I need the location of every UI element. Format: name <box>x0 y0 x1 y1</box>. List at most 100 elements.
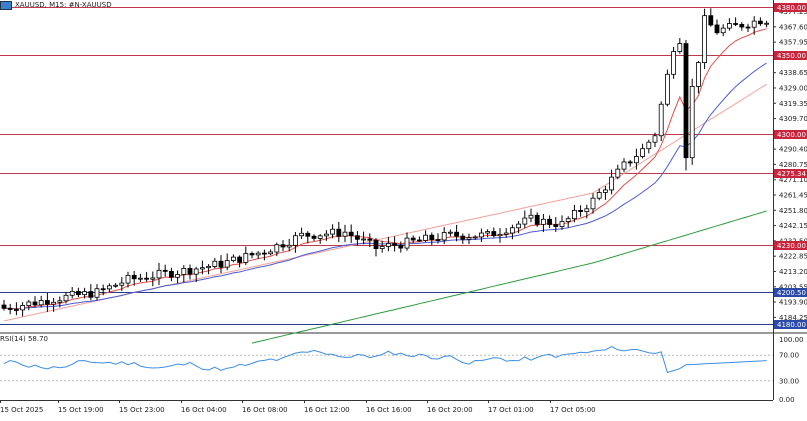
candle[interactable] <box>472 235 478 240</box>
candle[interactable] <box>274 242 280 257</box>
candle[interactable] <box>447 229 453 237</box>
candle[interactable] <box>609 169 614 195</box>
candle[interactable] <box>454 224 460 242</box>
candle[interactable] <box>175 270 181 284</box>
candle[interactable] <box>398 241 404 253</box>
candle[interactable] <box>26 299 32 311</box>
candle[interactable] <box>69 286 75 299</box>
candle[interactable] <box>410 235 416 243</box>
candle[interactable] <box>330 224 336 239</box>
candle[interactable] <box>125 271 131 288</box>
candle[interactable] <box>658 101 664 142</box>
candle[interactable] <box>423 230 429 243</box>
candle[interactable] <box>137 273 143 283</box>
candle[interactable] <box>578 205 583 217</box>
candle[interactable] <box>584 204 590 219</box>
candle[interactable] <box>764 20 769 28</box>
candle[interactable] <box>627 160 633 167</box>
candle[interactable] <box>7 303 13 315</box>
candle[interactable] <box>466 233 472 245</box>
candle[interactable] <box>57 296 63 308</box>
candle[interactable] <box>751 16 757 35</box>
candle[interactable] <box>243 246 249 265</box>
candle[interactable] <box>441 227 447 245</box>
candle[interactable] <box>385 236 391 252</box>
candle[interactable] <box>758 17 763 26</box>
candle[interactable] <box>392 236 398 252</box>
candle[interactable] <box>640 143 645 159</box>
candle[interactable] <box>299 227 305 239</box>
candle[interactable] <box>286 238 292 252</box>
candle[interactable] <box>720 24 726 37</box>
candle[interactable] <box>565 216 571 228</box>
candle[interactable] <box>603 185 608 200</box>
rsi-pane[interactable] <box>0 346 773 401</box>
candle[interactable] <box>503 228 509 238</box>
candle[interactable] <box>218 255 224 274</box>
candle[interactable] <box>45 292 50 312</box>
candle[interactable] <box>181 265 187 283</box>
candle[interactable] <box>596 188 602 201</box>
candle[interactable] <box>113 283 118 288</box>
candle[interactable] <box>249 251 255 259</box>
candle[interactable] <box>199 260 205 275</box>
candle[interactable] <box>652 132 658 148</box>
candle[interactable] <box>696 61 701 94</box>
candle[interactable] <box>572 204 577 223</box>
candle[interactable] <box>379 240 385 253</box>
candle[interactable] <box>590 193 596 214</box>
candle[interactable] <box>206 264 212 275</box>
candle[interactable] <box>708 8 714 27</box>
candle[interactable] <box>559 215 565 230</box>
candle[interactable] <box>739 22 745 31</box>
candle[interactable] <box>187 264 193 280</box>
candle[interactable] <box>460 233 466 244</box>
candle[interactable] <box>429 232 435 246</box>
candle[interactable] <box>100 284 106 296</box>
candle[interactable] <box>528 208 534 223</box>
candle[interactable] <box>621 158 627 173</box>
candle[interactable] <box>107 283 112 292</box>
candle[interactable] <box>727 18 732 31</box>
candle[interactable] <box>212 257 218 269</box>
candle[interactable] <box>509 224 515 240</box>
candle[interactable] <box>615 164 621 180</box>
candle[interactable] <box>373 238 379 257</box>
candle[interactable] <box>13 302 19 316</box>
candle[interactable] <box>38 295 44 308</box>
candle[interactable] <box>230 254 236 263</box>
candle[interactable] <box>416 236 422 243</box>
candle[interactable] <box>144 271 150 282</box>
candle[interactable] <box>305 231 311 244</box>
candle[interactable] <box>119 277 125 291</box>
candle[interactable] <box>646 139 652 154</box>
candle[interactable] <box>168 267 174 282</box>
candle[interactable] <box>82 287 87 299</box>
candle[interactable] <box>541 213 546 233</box>
candle[interactable] <box>689 78 695 165</box>
candle[interactable] <box>522 210 528 229</box>
candle[interactable] <box>20 302 26 317</box>
candle[interactable] <box>516 221 521 234</box>
candle[interactable] <box>665 69 670 107</box>
candle[interactable] <box>311 234 317 242</box>
candle[interactable] <box>348 224 354 243</box>
candle[interactable] <box>131 271 137 286</box>
candle[interactable] <box>677 38 683 54</box>
candle[interactable] <box>733 17 738 27</box>
candle[interactable] <box>547 215 552 229</box>
candle[interactable] <box>534 212 540 227</box>
candle[interactable] <box>714 19 720 35</box>
candle[interactable] <box>162 264 168 277</box>
candle[interactable] <box>156 262 162 285</box>
candle[interactable] <box>702 8 707 69</box>
candle[interactable] <box>280 240 286 252</box>
candle[interactable] <box>88 284 94 301</box>
candle[interactable] <box>634 148 639 170</box>
candle[interactable] <box>683 40 689 171</box>
candle[interactable] <box>237 255 243 268</box>
candle[interactable] <box>745 23 751 32</box>
candle[interactable] <box>317 234 323 244</box>
